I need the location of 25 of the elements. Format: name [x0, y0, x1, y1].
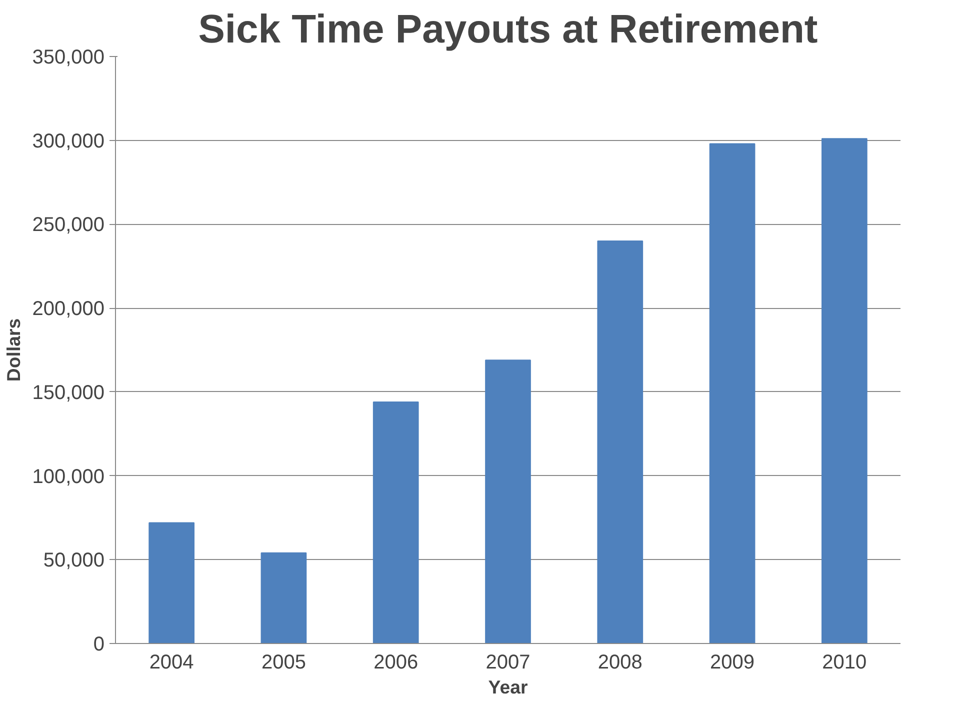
bar: [260, 552, 307, 644]
y-tick-label: 200,000: [32, 298, 104, 320]
x-tick-label: 2005: [261, 652, 306, 674]
bar: [822, 138, 868, 644]
y-tick-label: 150,000: [32, 382, 104, 404]
y-tick-label: 0: [93, 634, 104, 656]
x-axis-title: Year: [488, 676, 528, 698]
bar: [148, 522, 194, 644]
y-tick-label: 300,000: [32, 130, 104, 152]
y-axis-title: Dollars: [3, 318, 24, 382]
bar: [372, 401, 419, 644]
x-tick-label: 2007: [486, 652, 530, 674]
chart-title: Sick Time Payouts at Retirement: [198, 8, 818, 52]
x-tick-label: 2004: [149, 652, 194, 674]
x-tick-label: 2008: [598, 652, 642, 674]
x-tick-label: 2009: [710, 652, 755, 674]
x-tick-label: 2010: [822, 652, 867, 674]
y-tick-label: 100,000: [32, 466, 104, 488]
y-tick-label: 50,000: [43, 550, 104, 572]
bar: [709, 143, 756, 644]
y-tick-label: 350,000: [32, 46, 104, 68]
bar: [485, 360, 531, 644]
y-tick-label: 250,000: [32, 214, 104, 236]
x-tick-label: 2006: [374, 652, 418, 674]
bar: [597, 240, 644, 644]
